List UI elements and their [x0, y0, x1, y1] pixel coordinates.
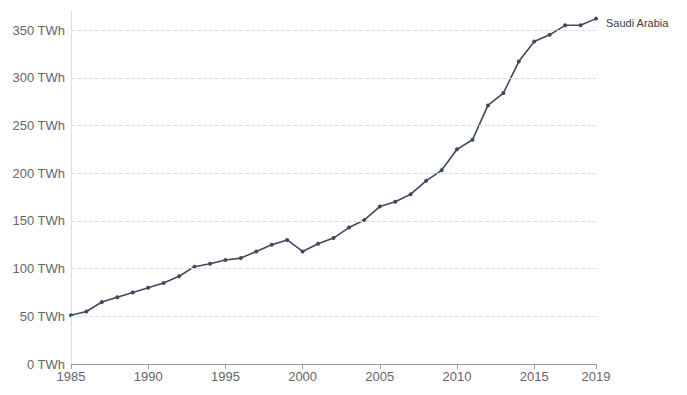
svg-text:1995: 1995 — [211, 369, 240, 384]
svg-text:100 TWh: 100 TWh — [12, 261, 65, 276]
svg-text:2005: 2005 — [365, 369, 394, 384]
svg-text:250 TWh: 250 TWh — [12, 118, 65, 133]
svg-text:150 TWh: 150 TWh — [12, 213, 65, 228]
svg-text:2019: 2019 — [582, 369, 611, 384]
svg-text:1985: 1985 — [57, 369, 86, 384]
svg-text:300 TWh: 300 TWh — [12, 70, 65, 85]
svg-text:2010: 2010 — [443, 369, 472, 384]
svg-text:1990: 1990 — [134, 369, 163, 384]
svg-text:200 TWh: 200 TWh — [12, 166, 65, 181]
svg-text:2015: 2015 — [520, 369, 549, 384]
svg-text:Saudi Arabia: Saudi Arabia — [606, 17, 669, 29]
svg-text:2000: 2000 — [288, 369, 317, 384]
svg-text:350 TWh: 350 TWh — [12, 23, 65, 38]
svg-text:50 TWh: 50 TWh — [20, 309, 65, 324]
svg-text:0 TWh: 0 TWh — [26, 356, 65, 372]
